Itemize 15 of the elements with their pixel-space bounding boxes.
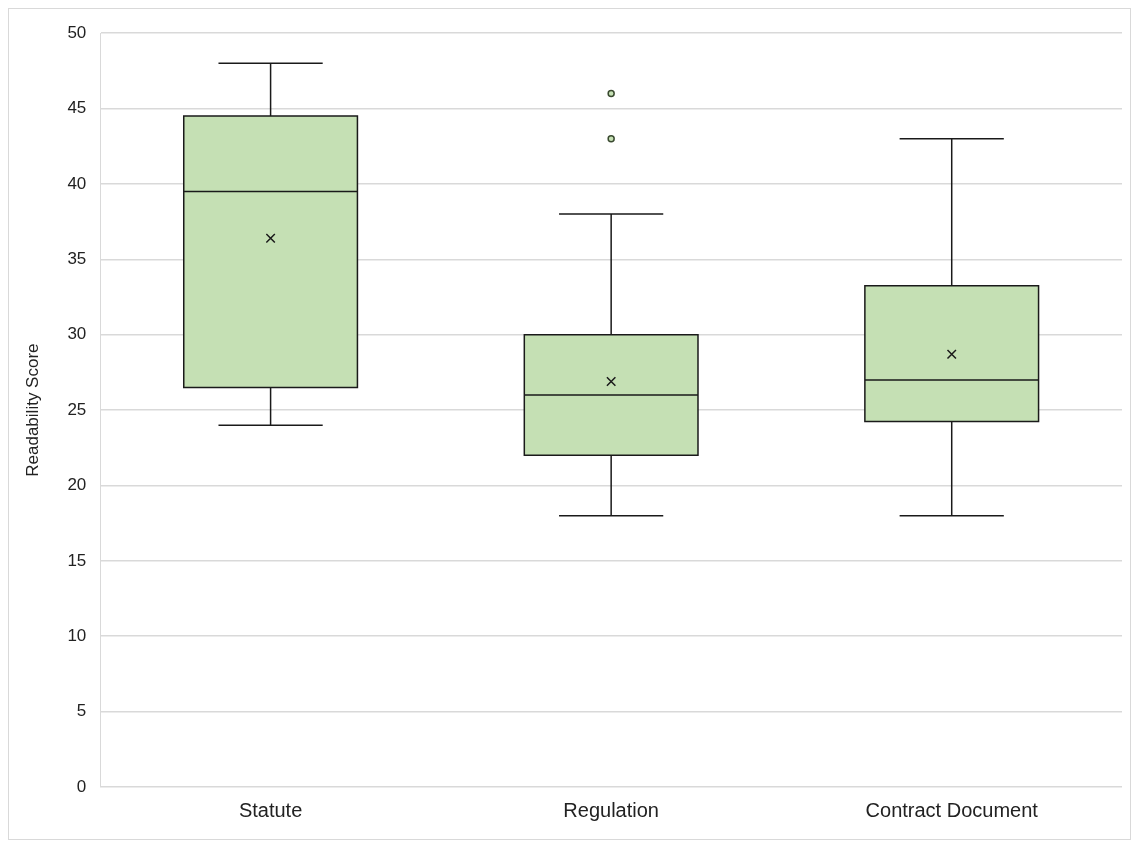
y-tick-label: 25 — [67, 399, 87, 419]
y-tick-label: 35 — [67, 249, 87, 269]
y-axis-title: Readability Score — [22, 343, 42, 477]
y-tick-label: 15 — [67, 550, 87, 570]
y-tick-label: 5 — [76, 701, 87, 721]
x-tick-label: Statute — [238, 798, 303, 821]
y-tick-label: 40 — [67, 173, 87, 193]
y-tick-label: 0 — [76, 776, 87, 796]
y-tick-label: 50 — [67, 22, 87, 42]
y-tick-label: 45 — [67, 98, 87, 118]
y-tick-label: 20 — [67, 475, 87, 495]
y-tick-label: 30 — [67, 324, 87, 344]
x-tick-label: Contract Document — [865, 798, 1039, 821]
x-tick-label: Regulation — [563, 798, 659, 821]
y-tick-label: 10 — [67, 625, 87, 645]
